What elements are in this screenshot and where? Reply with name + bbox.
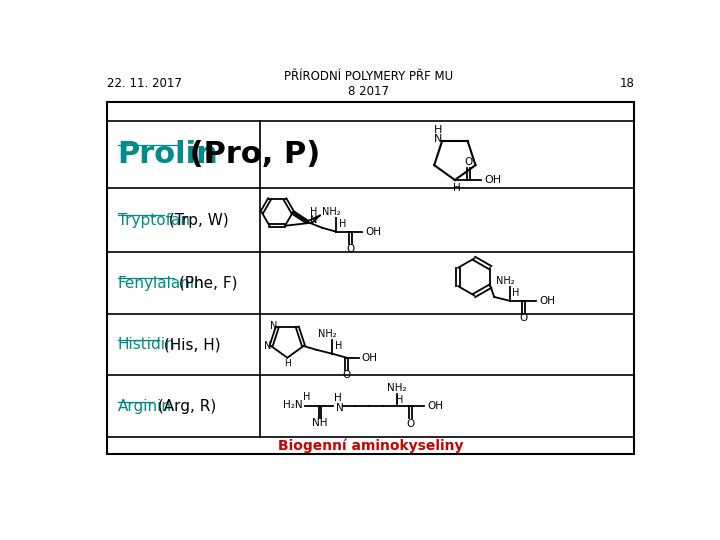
Text: H: H bbox=[512, 288, 520, 298]
Text: PŘÍRODNÍ POLYMERY PŘF MU
8 2017: PŘÍRODNÍ POLYMERY PŘF MU 8 2017 bbox=[284, 70, 454, 98]
Text: H: H bbox=[454, 183, 461, 193]
Text: N: N bbox=[270, 321, 277, 330]
Text: H: H bbox=[338, 219, 346, 229]
Text: Fenylalanin: Fenylalanin bbox=[117, 275, 204, 291]
Text: Prolin: Prolin bbox=[117, 140, 218, 169]
Text: NH₂: NH₂ bbox=[318, 329, 337, 339]
Text: N: N bbox=[310, 214, 318, 225]
Text: (Trp, W): (Trp, W) bbox=[163, 213, 228, 227]
Text: H: H bbox=[335, 341, 342, 351]
Text: Histidin: Histidin bbox=[117, 337, 175, 352]
Text: (Pro, P): (Pro, P) bbox=[179, 140, 320, 169]
Text: H: H bbox=[334, 394, 341, 403]
Text: NH₂: NH₂ bbox=[496, 276, 514, 286]
Text: N: N bbox=[434, 134, 442, 144]
Text: OH: OH bbox=[428, 401, 444, 411]
Text: Arginin: Arginin bbox=[117, 399, 171, 414]
Text: OH: OH bbox=[361, 353, 378, 362]
Text: O: O bbox=[406, 419, 415, 429]
Text: NH: NH bbox=[312, 418, 328, 428]
Text: OH: OH bbox=[485, 175, 501, 185]
Bar bbox=[107, 102, 634, 454]
Text: NH₂: NH₂ bbox=[322, 207, 341, 217]
Text: Tryptofan: Tryptofan bbox=[117, 213, 189, 227]
Text: 22. 11. 2017: 22. 11. 2017 bbox=[107, 77, 181, 90]
Text: (His, H): (His, H) bbox=[158, 337, 220, 352]
Text: O: O bbox=[342, 369, 351, 380]
Text: OH: OH bbox=[366, 227, 382, 237]
Text: H: H bbox=[284, 360, 291, 368]
Text: (Arg, R): (Arg, R) bbox=[153, 399, 217, 414]
Text: NH₂: NH₂ bbox=[387, 383, 406, 394]
Text: 18: 18 bbox=[619, 77, 634, 90]
Text: (Phe, F): (Phe, F) bbox=[174, 275, 238, 291]
Text: H: H bbox=[310, 207, 318, 217]
Text: H: H bbox=[434, 125, 442, 135]
Text: H₂N: H₂N bbox=[284, 400, 303, 410]
Text: Biogenní aminokyseliny: Biogenní aminokyseliny bbox=[278, 438, 463, 453]
Text: OH: OH bbox=[539, 296, 555, 306]
Text: H: H bbox=[396, 395, 403, 405]
Text: H: H bbox=[303, 392, 310, 402]
Text: O: O bbox=[464, 157, 473, 166]
Text: O: O bbox=[346, 244, 354, 254]
Text: N: N bbox=[264, 341, 271, 351]
Text: N: N bbox=[336, 403, 344, 413]
Text: O: O bbox=[520, 313, 528, 323]
